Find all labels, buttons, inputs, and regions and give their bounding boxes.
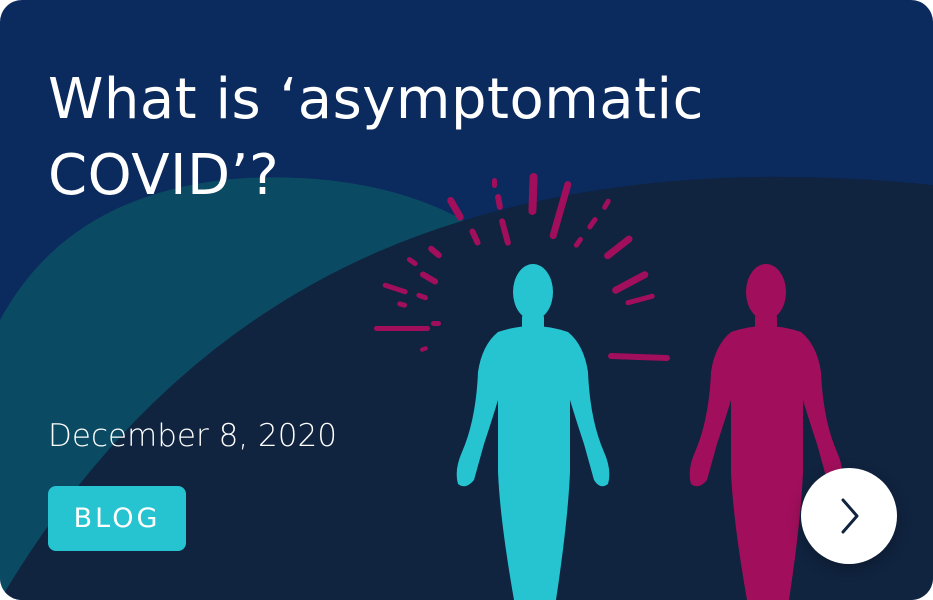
post-date: December 8, 2020 bbox=[48, 418, 337, 454]
category-tag-blog[interactable]: BLOG bbox=[48, 486, 186, 551]
burst-lines bbox=[374, 173, 670, 361]
dark-hill-shape bbox=[0, 176, 933, 600]
page-title[interactable]: What is ‘asymptomatic COVID’? bbox=[48, 62, 768, 214]
title-line: COVID’? bbox=[48, 143, 280, 208]
next-button[interactable] bbox=[801, 468, 897, 564]
title-line: What is ‘asymptomatic bbox=[48, 67, 704, 132]
chevron-right-icon bbox=[841, 498, 859, 534]
magenta-figure bbox=[689, 264, 843, 600]
cyan-figure bbox=[456, 264, 610, 600]
